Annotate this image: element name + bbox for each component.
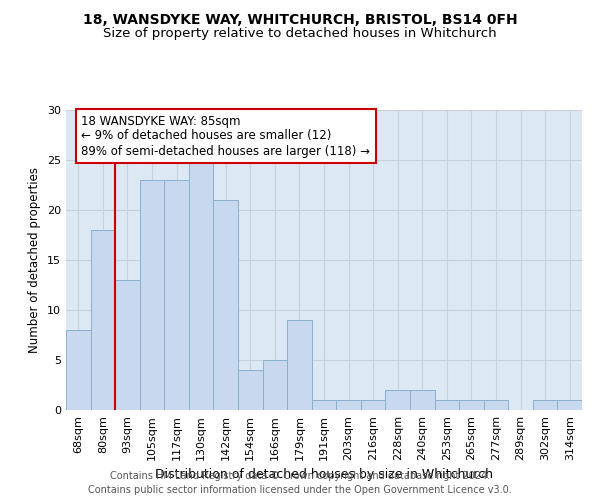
Text: 18 WANSDYKE WAY: 85sqm
← 9% of detached houses are smaller (12)
89% of semi-deta: 18 WANSDYKE WAY: 85sqm ← 9% of detached … [82,114,370,158]
Bar [214,200,238,410]
Bar [91,230,115,410]
Bar [312,400,336,410]
Bar [66,330,91,410]
Bar [484,400,508,410]
Bar [361,400,385,410]
Bar [263,360,287,410]
Bar [238,370,263,410]
Bar [287,320,312,410]
Bar [459,400,484,410]
Y-axis label: Number of detached properties: Number of detached properties [28,167,41,353]
Bar [140,180,164,410]
Bar [410,390,434,410]
X-axis label: Distribution of detached houses by size in Whitchurch: Distribution of detached houses by size … [155,468,493,481]
Bar [115,280,140,410]
Bar [164,180,189,410]
Bar [385,390,410,410]
Bar [336,400,361,410]
Bar [189,160,214,410]
Bar [533,400,557,410]
Text: 18, WANSDYKE WAY, WHITCHURCH, BRISTOL, BS14 0FH: 18, WANSDYKE WAY, WHITCHURCH, BRISTOL, B… [83,12,517,26]
Bar [557,400,582,410]
Text: Contains HM Land Registry data © Crown copyright and database right 2024.
Contai: Contains HM Land Registry data © Crown c… [88,471,512,495]
Bar [434,400,459,410]
Text: Size of property relative to detached houses in Whitchurch: Size of property relative to detached ho… [103,28,497,40]
